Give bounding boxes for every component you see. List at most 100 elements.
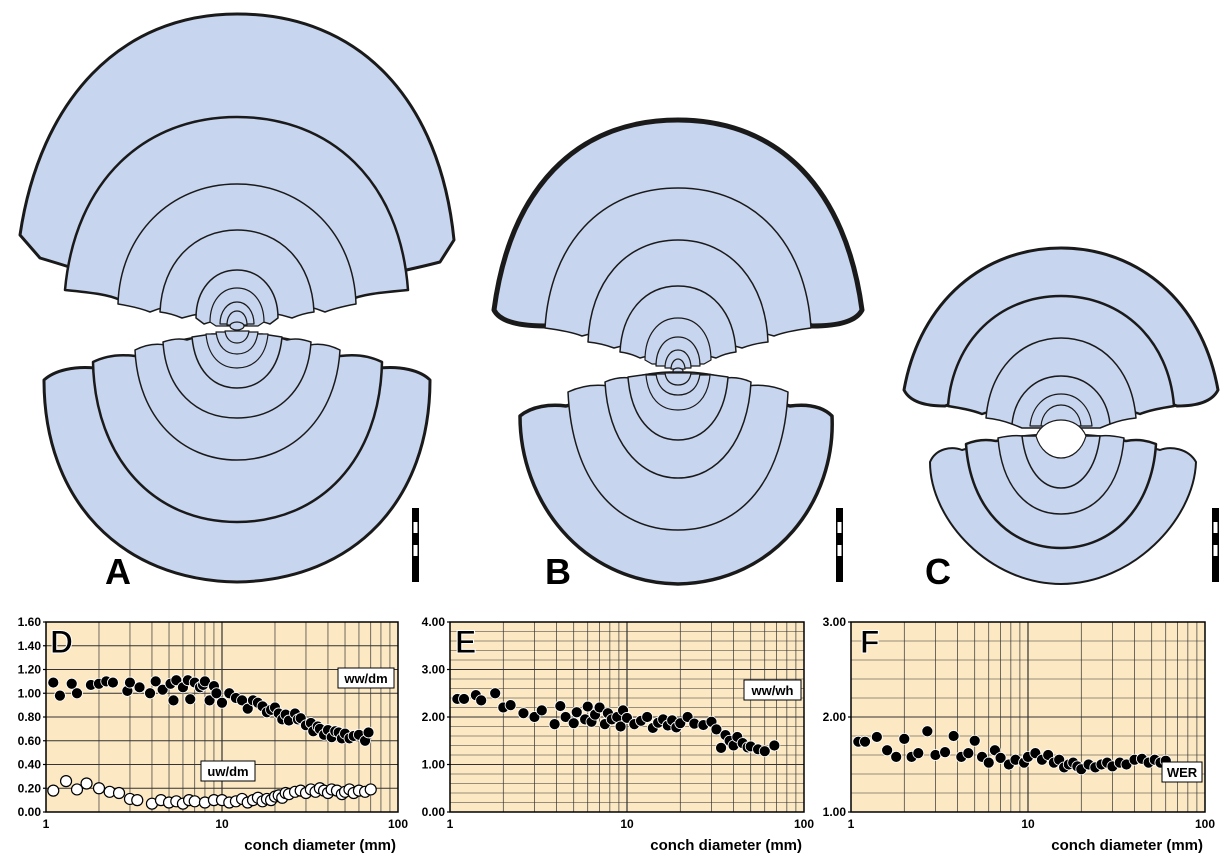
data-point	[364, 783, 377, 796]
data-point	[517, 707, 530, 720]
series-label-box	[1161, 761, 1203, 783]
x-tick-label: 10	[215, 817, 229, 831]
chart-d: 0.00 0.20 0.40 0.60 0.80 1.00 1.20 1.40 1.60 1 10 1…	[18, 615, 409, 854]
data-point	[489, 687, 502, 700]
series-label: ww/dm	[343, 671, 387, 686]
data-point	[947, 730, 960, 742]
data-point	[107, 676, 119, 689]
data-point	[559, 711, 572, 723]
panel-a-scale-bar	[412, 508, 419, 582]
data-point	[149, 675, 162, 688]
y-tick-label: 4.00	[422, 615, 446, 629]
data-point	[47, 676, 60, 689]
y-tick-label: 0.00	[422, 805, 446, 819]
data-point	[881, 744, 894, 757]
data-point	[614, 720, 627, 733]
data-point	[912, 747, 925, 759]
series-label-box	[200, 760, 256, 782]
panel-c-cross-section	[902, 246, 1220, 585]
data-point	[199, 675, 211, 688]
y-tick-label: 3.00	[422, 663, 446, 677]
data-point	[768, 739, 781, 752]
y-tick-label: 1.20	[18, 663, 42, 677]
y-tick-label: 2.00	[823, 710, 847, 724]
data-point	[994, 751, 1007, 764]
data-point	[144, 687, 156, 700]
x-tick-label: 1	[43, 817, 50, 831]
data-point	[581, 700, 594, 713]
data-point	[65, 677, 78, 690]
data-point	[59, 775, 73, 788]
panel-c-umbilicus	[1035, 419, 1087, 459]
data-point	[554, 700, 567, 712]
data-point	[241, 702, 254, 715]
data-point	[184, 693, 197, 706]
panel-b-lower-whorl-7	[664, 372, 692, 386]
y-tick-label: 1.00	[18, 686, 42, 700]
data-point	[362, 726, 375, 739]
x-tick-label: 100	[388, 817, 408, 831]
panel-d-label: D	[50, 624, 73, 660]
data-point	[210, 687, 223, 700]
y-tick-label: 1.00	[422, 758, 446, 772]
data-point	[203, 694, 216, 707]
data-point	[504, 699, 517, 712]
y-tick-label: 2.00	[422, 710, 446, 724]
y-tick-label: 0.80	[18, 710, 42, 724]
data-point	[939, 746, 951, 759]
chart-e: 0.00 1.00 2.00 3.00 4.00 1 10 100 conch diameter…	[422, 615, 815, 854]
data-point	[921, 725, 934, 738]
panel-c-lower-whorl-4	[1021, 435, 1101, 489]
panel-b-label: B	[545, 551, 571, 592]
x-axis-label: conch diameter (mm)	[650, 837, 802, 854]
data-point	[131, 794, 144, 807]
data-point	[570, 706, 583, 719]
y-tick-label: 1.40	[18, 639, 42, 653]
series-ww-wh	[451, 687, 781, 758]
panel-a-label: A	[105, 551, 131, 592]
data-point	[870, 731, 883, 743]
data-point	[47, 784, 60, 797]
y-tick-label: 0.20	[18, 781, 42, 795]
data-point	[167, 694, 180, 707]
series-label: ww/wh	[751, 683, 794, 698]
data-point	[962, 747, 975, 759]
y-tick-label: 1.00	[823, 805, 847, 819]
data-point	[859, 735, 871, 748]
panel-a-protoconch	[229, 321, 245, 331]
data-point	[982, 756, 995, 769]
series-wer	[852, 725, 1172, 776]
series-label: WER	[1167, 765, 1198, 780]
data-point	[710, 723, 723, 736]
data-point	[475, 694, 488, 707]
series-label-box	[337, 667, 395, 689]
chart-f: 1.00 2.00 3.00 1 10 100 conch diameter (mm) F WE…	[823, 615, 1216, 854]
data-point	[188, 795, 201, 808]
panel-b-scale-bar	[836, 508, 843, 582]
panel-a-cross-section	[18, 12, 456, 584]
x-tick-label: 1	[447, 817, 454, 831]
data-point	[567, 717, 580, 730]
data-point	[71, 687, 83, 700]
data-point	[70, 783, 84, 796]
panel-f-label: F	[860, 624, 880, 660]
grid	[851, 622, 1205, 812]
panel-c-label: C	[925, 551, 951, 592]
y-tick-label: 3.00	[823, 615, 847, 629]
data-point	[528, 711, 541, 723]
y-tick-label: 0.40	[18, 758, 42, 772]
data-point	[92, 782, 106, 795]
x-tick-label: 1	[848, 817, 855, 831]
panel-b-cross-section	[491, 117, 865, 586]
data-point	[641, 711, 654, 723]
data-point	[535, 704, 548, 717]
data-point	[133, 681, 146, 694]
series-ww-dm	[47, 674, 375, 747]
x-tick-label: 100	[1195, 817, 1215, 831]
data-point	[458, 693, 470, 705]
x-tick-label: 100	[794, 817, 814, 831]
data-point	[216, 696, 228, 709]
data-point	[54, 689, 66, 702]
data-point	[80, 777, 93, 790]
grid	[46, 622, 398, 812]
